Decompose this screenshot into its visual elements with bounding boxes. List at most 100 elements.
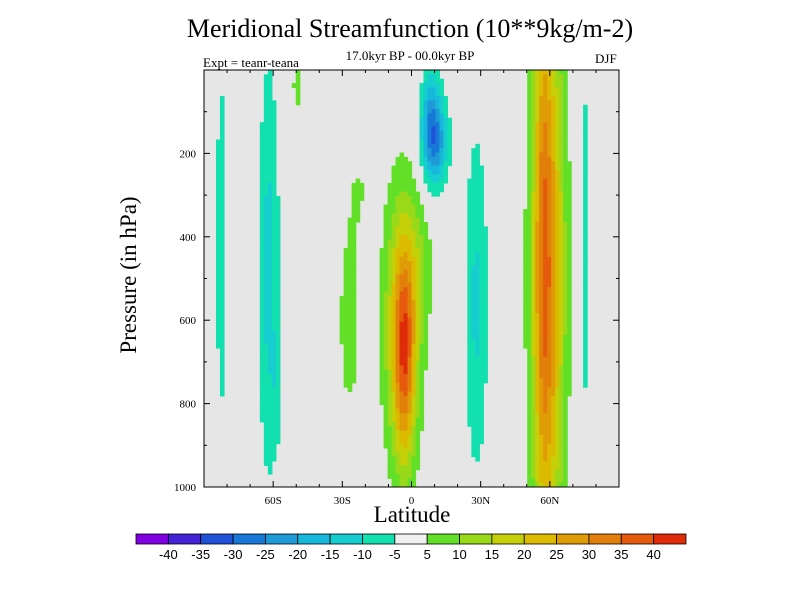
field-cell xyxy=(387,400,393,406)
field-cell xyxy=(527,352,532,358)
field-cell xyxy=(583,256,588,262)
field-cell xyxy=(535,482,540,487)
field-cell xyxy=(583,182,588,188)
field-cell xyxy=(559,365,564,371)
field-cell xyxy=(259,156,265,162)
field-cell xyxy=(423,256,429,262)
field-cell xyxy=(547,135,552,141)
field-cell xyxy=(407,460,413,466)
field-cell xyxy=(563,365,568,371)
field-cell xyxy=(415,439,421,445)
field-cell xyxy=(267,456,273,462)
field-cell xyxy=(339,304,345,310)
field-cell xyxy=(427,308,433,314)
field-cell xyxy=(471,148,476,154)
field-cell xyxy=(583,374,588,379)
field-cell xyxy=(583,261,588,267)
field-cell xyxy=(411,400,417,406)
field-cell xyxy=(531,361,536,366)
field-cell xyxy=(423,265,429,271)
field-cell xyxy=(523,265,528,271)
field-cell xyxy=(531,352,536,358)
field-cell xyxy=(395,352,401,358)
field-cell xyxy=(583,152,588,158)
field-cell xyxy=(559,74,564,80)
field-cell xyxy=(567,343,572,349)
field-cell xyxy=(471,447,476,453)
field-cell xyxy=(435,135,441,141)
field-cell xyxy=(483,321,488,327)
field-cell xyxy=(219,143,225,149)
field-cell xyxy=(535,130,540,136)
field-cell xyxy=(555,343,560,349)
field-cell xyxy=(391,408,397,414)
field-cell xyxy=(523,287,528,293)
field-cell xyxy=(267,104,273,110)
field-cell xyxy=(431,109,437,115)
field-cell xyxy=(543,226,548,232)
field-cell xyxy=(431,187,437,193)
field-cell xyxy=(535,452,540,458)
field-cell xyxy=(387,204,393,210)
field-cell xyxy=(583,143,588,149)
field-cell xyxy=(387,408,393,414)
field-cell xyxy=(475,265,480,271)
field-cell xyxy=(407,304,413,310)
field-cell xyxy=(555,235,560,240)
field-cell xyxy=(403,352,409,358)
field-cell xyxy=(275,291,281,297)
field-cell xyxy=(399,239,405,245)
field-cell xyxy=(259,130,265,136)
field-cell xyxy=(531,178,536,184)
field-cell xyxy=(275,209,281,214)
field-cell xyxy=(407,469,413,475)
field-cell xyxy=(547,356,552,362)
field-cell xyxy=(275,339,281,345)
field-cell xyxy=(551,287,556,293)
field-cell xyxy=(471,178,476,184)
field-cell xyxy=(259,187,265,193)
field-cell xyxy=(555,217,560,223)
field-cell xyxy=(563,156,568,162)
field-cell xyxy=(535,408,540,414)
field-cell xyxy=(535,178,540,184)
field-cell xyxy=(215,187,221,193)
field-cell xyxy=(551,70,556,75)
field-cell xyxy=(443,104,449,110)
field-cell xyxy=(531,400,536,406)
field-cell xyxy=(267,165,273,171)
field-cell xyxy=(543,417,548,423)
field-cell xyxy=(383,282,389,288)
field-cell xyxy=(259,122,265,128)
field-cell xyxy=(419,130,425,136)
field-cell xyxy=(423,122,429,128)
field-cell xyxy=(547,413,552,419)
field-cell xyxy=(263,74,269,80)
field-cell xyxy=(391,230,397,236)
field-cell xyxy=(419,213,425,219)
field-cell xyxy=(399,395,405,401)
field-cell xyxy=(419,222,425,227)
field-cell xyxy=(555,209,560,214)
field-cell xyxy=(263,122,269,128)
field-cell xyxy=(543,126,548,132)
field-cell xyxy=(583,161,588,167)
field-cell xyxy=(559,174,564,180)
field-cell xyxy=(387,248,393,254)
field-cell xyxy=(583,304,588,310)
field-cell xyxy=(271,391,277,397)
field-cell xyxy=(539,152,544,158)
field-cell xyxy=(483,265,488,271)
field-cell xyxy=(539,300,544,306)
field-cell xyxy=(351,326,357,332)
field-cell xyxy=(259,200,265,206)
field-cell xyxy=(435,178,441,184)
field-cell xyxy=(275,374,281,379)
field-cell xyxy=(483,356,488,362)
field-cell xyxy=(347,248,353,254)
field-cell xyxy=(427,182,433,188)
field-cell xyxy=(391,195,397,201)
field-cell xyxy=(407,165,413,171)
field-cell xyxy=(551,426,556,432)
field-cell xyxy=(547,291,552,297)
